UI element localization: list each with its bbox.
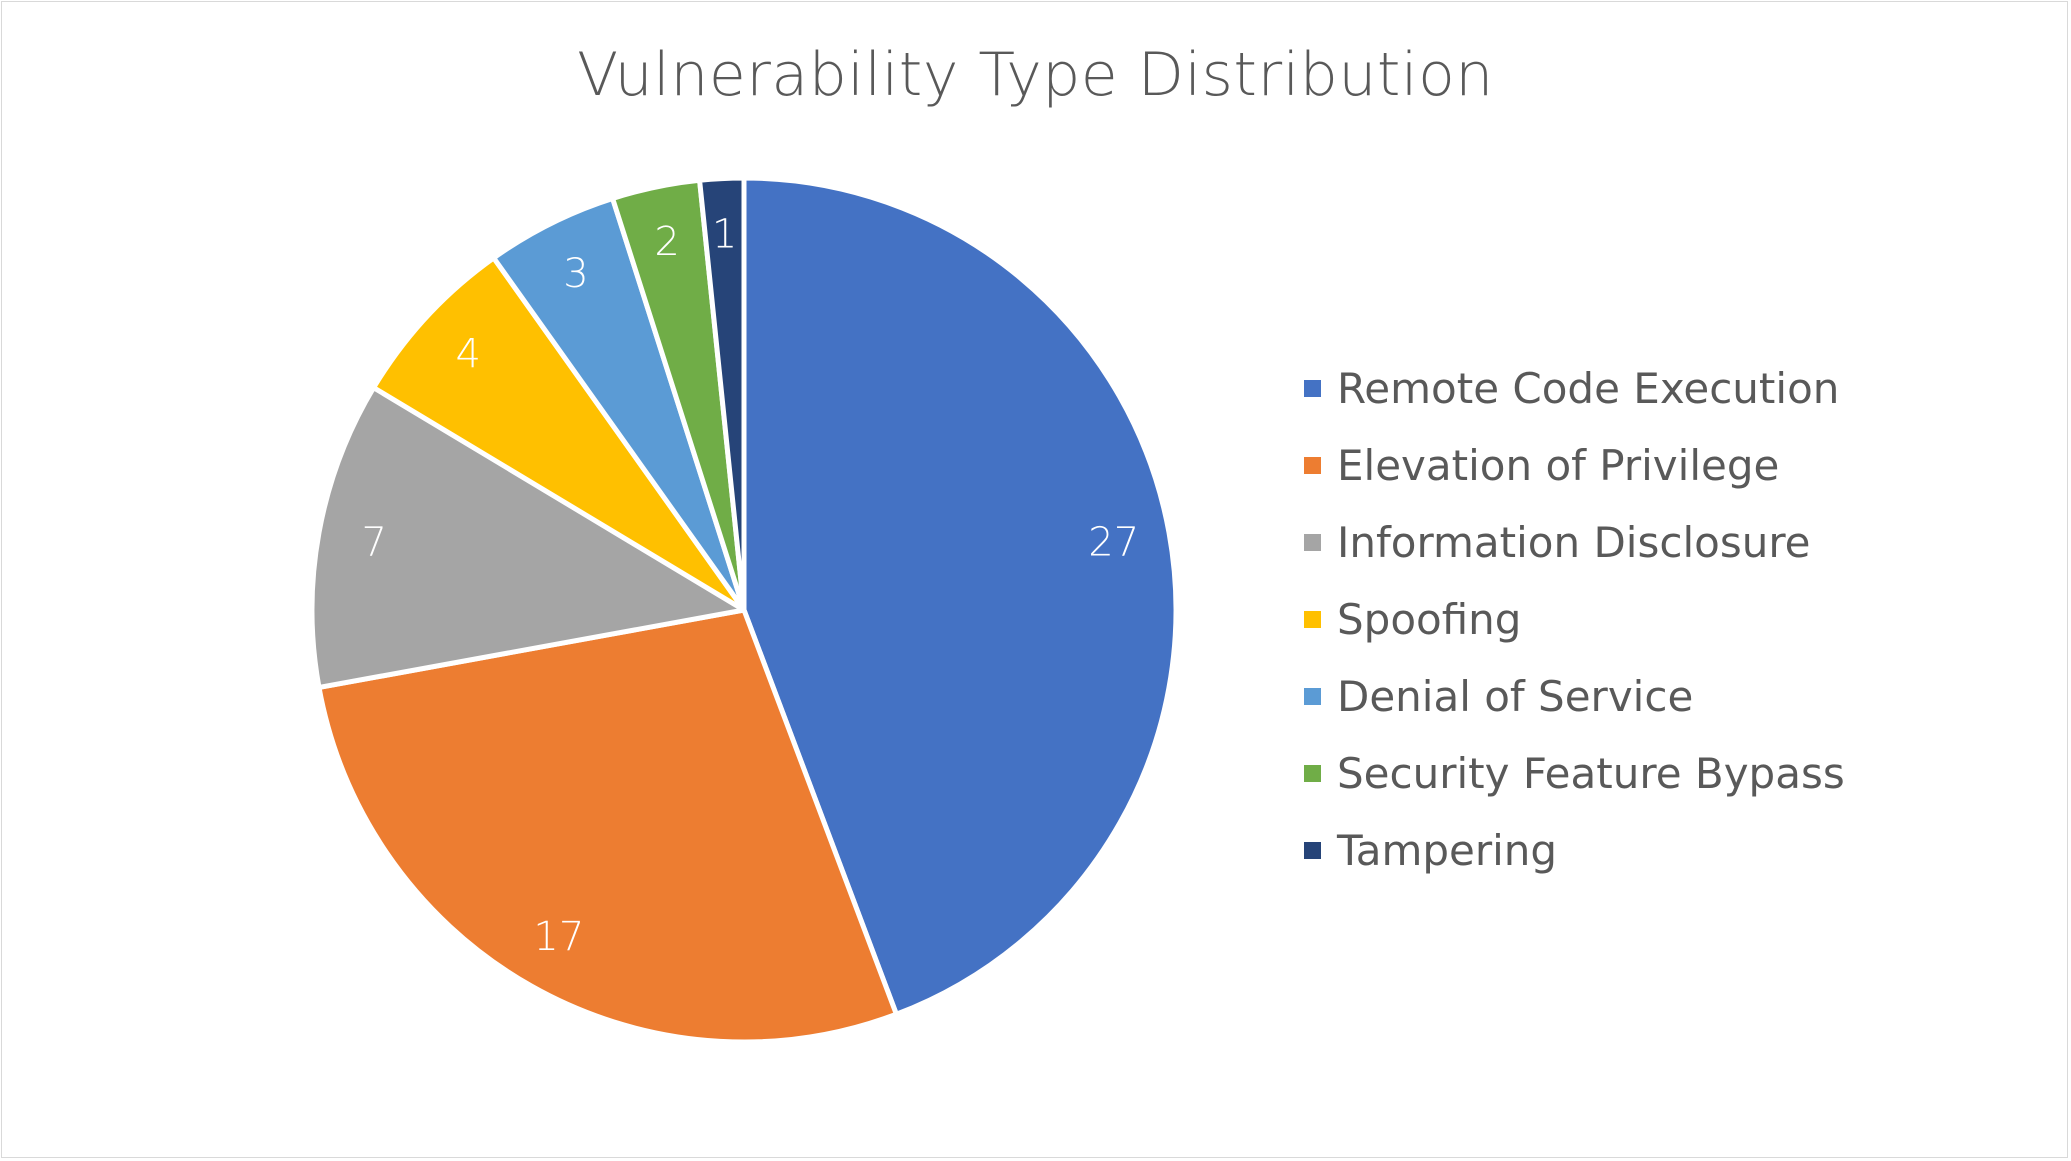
- legend-swatch: [1304, 764, 1321, 782]
- legend-label: Denial of Service: [1337, 671, 1694, 721]
- legend-label: Tampering: [1337, 825, 1558, 875]
- legend-label: Security Feature Bypass: [1337, 748, 1845, 798]
- legend-label: Elevation of Privilege: [1337, 440, 1780, 490]
- data-label: 27: [1088, 520, 1139, 566]
- legend-item: Tampering: [1304, 820, 1557, 880]
- chart-title: Vulnerability Type Distribution: [577, 40, 1494, 110]
- legend-item: Remote Code Execution: [1304, 358, 1839, 418]
- legend-label: Spoofing: [1337, 594, 1522, 644]
- pie-slice-spoofing: [371, 255, 747, 613]
- legend-label: Remote Code Execution: [1337, 363, 1840, 413]
- data-label: 1: [712, 212, 737, 258]
- data-label: 4: [455, 332, 480, 378]
- legend-item: Security Feature Bypass: [1304, 743, 1845, 803]
- legend-item: Denial of Service: [1304, 666, 1693, 726]
- data-label: 3: [563, 251, 588, 297]
- legend-swatch: [1304, 687, 1321, 705]
- pie-slice-information-disclosure: [309, 385, 747, 690]
- legend-swatch: [1304, 456, 1321, 474]
- pie-slice-elevation-of-privilege: [316, 607, 899, 1045]
- legend-swatch: [1304, 533, 1321, 551]
- pie-slice-remote-code-execution: [741, 175, 1179, 1017]
- data-label: 17: [533, 914, 584, 960]
- legend-item: Information Disclosure: [1304, 512, 1811, 572]
- pie-slice-tampering: [697, 175, 747, 613]
- legend-swatch: [1304, 379, 1321, 397]
- legend-swatch: [1304, 610, 1321, 628]
- legend-item: Elevation of Privilege: [1304, 435, 1779, 495]
- data-label: 7: [362, 520, 387, 566]
- data-label: 2: [654, 219, 679, 265]
- legend-label: Information Disclosure: [1337, 517, 1811, 567]
- legend-swatch: [1304, 841, 1321, 859]
- legend-item: Spoofing: [1304, 589, 1521, 649]
